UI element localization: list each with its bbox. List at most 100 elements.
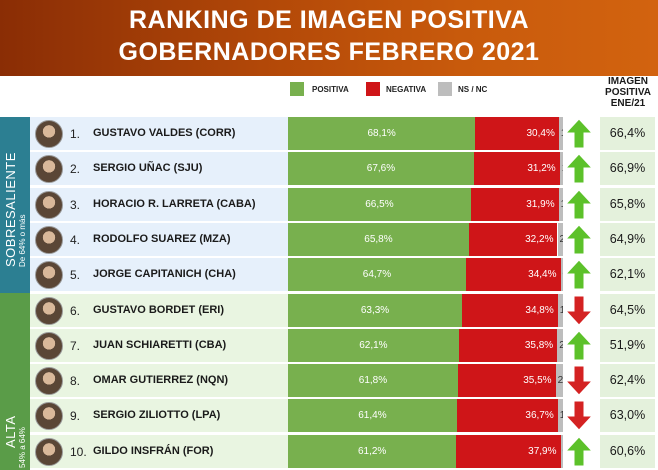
row-divider xyxy=(30,222,596,223)
rank-number: 2. xyxy=(70,162,81,176)
bar-positiva: 61,4% xyxy=(288,399,457,432)
arrow-down-icon xyxy=(565,400,593,431)
row-divider xyxy=(30,434,596,435)
governor-name: RODOLFO SUAREZ (MZA) xyxy=(93,233,231,245)
avatar xyxy=(35,332,63,360)
legend-swatch-negativa xyxy=(366,82,380,96)
arrow-down-icon xyxy=(565,365,593,396)
arrow-up-icon xyxy=(565,330,593,361)
previous-header-line1: IMAGEN xyxy=(608,76,648,87)
row-label-background xyxy=(30,152,288,185)
bar-negativa: 36,7% xyxy=(456,399,558,432)
previous-value: 63,0% xyxy=(600,399,655,432)
stacked-bar: 65,8%32,2%2,0 xyxy=(288,223,563,256)
row-label-background xyxy=(30,399,288,432)
previous-column-header: IMAGEN POSITIVA ENE/21 xyxy=(598,76,658,109)
bar-nsnc: 1,5 xyxy=(558,117,563,150)
stacked-bar: 63,3%34,8%1,9 xyxy=(288,294,563,327)
avatar xyxy=(35,402,63,430)
governor-name: GILDO INSFRÁN (FOR) xyxy=(93,445,214,457)
bar-negativa: 34,8% xyxy=(462,294,558,327)
row-label-background xyxy=(30,117,288,150)
bar-positiva: 63,3% xyxy=(288,294,463,327)
arrow-up-icon xyxy=(565,189,593,220)
category-band-alta: ALTA 54% a 64% xyxy=(0,293,30,470)
rank-number: 7. xyxy=(70,339,81,353)
governor-name: SERGIO UÑAC (SJU) xyxy=(93,162,203,174)
bar-negativa: 32,2% xyxy=(468,223,558,256)
row-label-background xyxy=(30,188,288,221)
row-label-background xyxy=(30,329,288,362)
row-divider xyxy=(30,187,596,188)
row-divider xyxy=(30,363,596,364)
governor-name: JORGE CAPITANICH (CHA) xyxy=(93,268,236,280)
row-label-background xyxy=(30,364,288,397)
arrow-up-icon xyxy=(565,118,593,149)
previous-value: 66,9% xyxy=(600,152,655,185)
governor-name: GUSTAVO VALDES (CORR) xyxy=(93,127,236,139)
previous-header-line2: POSITIVA xyxy=(605,87,651,98)
stacked-bar: 62,1%35,8%2,1 xyxy=(288,329,563,362)
arrow-up-icon xyxy=(565,224,593,255)
rank-number: 1. xyxy=(70,127,81,141)
avatar xyxy=(35,297,63,325)
table-row: 3. HORACIO R. LARRETA (CABA) 66,5%31,9%1,6 xyxy=(30,188,596,221)
avatar xyxy=(35,155,63,183)
stacked-bar: 68,1%30,4%1,5 xyxy=(288,117,563,150)
governor-name: GUSTAVO BORDET (ERI) xyxy=(93,304,224,316)
table-row: 1. GUSTAVO VALDES (CORR) 68,1%30,4%1,5 xyxy=(30,117,596,150)
bar-positiva: 65,8% xyxy=(288,223,469,256)
table-row: 4. RODOLFO SUAREZ (MZA) 65,8%32,2%2,0 xyxy=(30,223,596,256)
legend-label-nsnc: NS / NC xyxy=(458,85,488,94)
avatar xyxy=(35,261,63,289)
bar-nsnc: 1,9 xyxy=(557,294,563,327)
table-row: 7. JUAN SCHIARETTI (CBA) 62,1%35,8%2,1 xyxy=(30,329,596,362)
bar-negativa: 30,4% xyxy=(475,117,559,150)
arrow-down-icon xyxy=(565,295,593,326)
previous-value: 65,8% xyxy=(600,188,655,221)
chart-title-line2: GOBERNADORES FEBRERO 2021 xyxy=(118,38,540,66)
bar-nsnc: 0,9 xyxy=(560,258,563,291)
stacked-bar: 64,7%34,4%0,9 xyxy=(288,258,563,291)
row-label-background xyxy=(30,258,288,291)
legend-swatch-positiva xyxy=(290,82,304,96)
previous-value: 64,5% xyxy=(600,294,655,327)
bar-positiva: 67,6% xyxy=(288,152,474,185)
governor-name: HORACIO R. LARRETA (CABA) xyxy=(93,198,256,210)
row-label-background xyxy=(30,435,288,468)
rank-number: 10. xyxy=(70,445,87,459)
bar-positiva: 66,5% xyxy=(288,188,471,221)
stacked-bar: 66,5%31,9%1,6 xyxy=(288,188,563,221)
previous-value: 64,9% xyxy=(600,223,655,256)
bar-nsnc: 2,7 xyxy=(555,364,563,397)
stacked-bar: 61,2%37,9%0,9 xyxy=(288,435,563,468)
avatar xyxy=(35,120,63,148)
stacked-bar: 61,8%35,5%2,7 xyxy=(288,364,563,397)
bar-nsnc: 2,0 xyxy=(557,223,563,256)
previous-value: 62,1% xyxy=(600,258,655,291)
stacked-bar: 67,6%31,2%1,2 xyxy=(288,152,563,185)
rank-number: 9. xyxy=(70,409,81,423)
bar-negativa: 37,9% xyxy=(456,435,561,468)
arrow-up-icon xyxy=(565,436,593,467)
rank-number: 6. xyxy=(70,304,81,318)
bar-negativa: 31,2% xyxy=(473,152,560,185)
governor-name: OMAR GUTIERREZ (NQN) xyxy=(93,374,229,386)
rank-number: 5. xyxy=(70,268,81,282)
bar-negativa: 35,8% xyxy=(458,329,558,362)
previous-value: 60,6% xyxy=(600,435,655,468)
table-row: 8. OMAR GUTIERREZ (NQN) 61,8%35,5%2,7 xyxy=(30,364,596,397)
previous-value: 66,4% xyxy=(600,117,655,150)
table-row: 10. GILDO INSFRÁN (FOR) 61,2%37,9%0,9 xyxy=(30,435,596,468)
rank-number: 3. xyxy=(70,198,81,212)
governor-name: JUAN SCHIARETTI (CBA) xyxy=(93,339,227,351)
arrow-up-icon xyxy=(565,259,593,290)
category-band-sobresaliente: SOBRESALIENTE De 64% o más xyxy=(0,117,30,293)
chart-header: RANKING DE IMAGEN POSITIVA GOBERNADORES … xyxy=(0,0,658,76)
bar-negativa: 31,9% xyxy=(470,188,559,221)
avatar xyxy=(35,367,63,395)
row-divider xyxy=(30,328,596,329)
bar-positiva: 61,8% xyxy=(288,364,458,397)
governor-name: SERGIO ZILIOTTO (LPA) xyxy=(93,409,221,421)
avatar xyxy=(35,226,63,254)
